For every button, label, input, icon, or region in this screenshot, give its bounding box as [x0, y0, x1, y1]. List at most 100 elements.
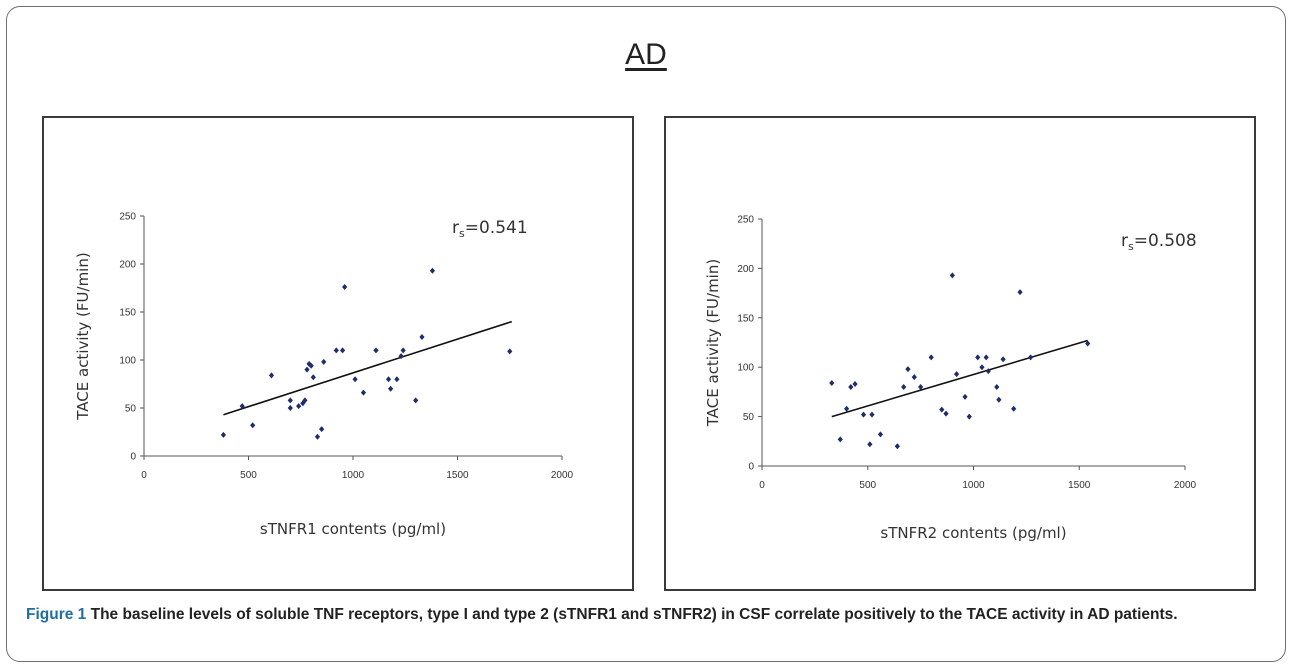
data-point [308, 362, 314, 369]
data-point [413, 397, 419, 404]
data-point [860, 411, 867, 418]
x-axis-label: sTNFR1 contents (pg/ml) [260, 520, 446, 538]
y-tick-label: 50 [743, 412, 755, 423]
data-point [304, 366, 310, 373]
y-tick-label: 100 [737, 363, 754, 374]
data-point [1011, 405, 1017, 412]
data-point [360, 389, 367, 396]
data-point [877, 431, 884, 438]
data-point [302, 397, 308, 404]
data-point [300, 400, 306, 407]
data-point [911, 374, 917, 381]
data-point [388, 385, 394, 392]
data-point [844, 405, 850, 412]
data-point [869, 411, 875, 418]
x-tick-label: 0 [759, 480, 765, 491]
data-point [306, 360, 312, 367]
data-point [296, 403, 302, 410]
data-point [287, 405, 293, 411]
y-axis-label: TACE activity (FU/min) [74, 252, 92, 420]
data-point [333, 347, 339, 354]
data-point [398, 353, 404, 360]
data-point [419, 333, 425, 340]
data-point [319, 426, 325, 433]
data-point [979, 364, 985, 371]
caption-lead: Figure 1 [26, 606, 87, 623]
data-point [385, 376, 392, 383]
y-axis-label: TACE activity (FU/min) [704, 259, 722, 427]
data-point [1028, 354, 1034, 361]
data-point [239, 403, 245, 410]
data-point [1085, 340, 1091, 347]
y-tick-label: 0 [748, 462, 754, 473]
y-tick-label: 250 [119, 212, 136, 223]
data-point [400, 347, 406, 354]
x-tick-label: 0 [141, 470, 147, 481]
y-tick-label: 250 [737, 215, 754, 226]
data-point [837, 436, 843, 443]
data-point [342, 284, 348, 291]
correlation-label: rs=0.541 [452, 218, 528, 240]
y-tick-label: 150 [737, 313, 754, 324]
data-point [894, 443, 900, 450]
x-tick-label: 1000 [342, 470, 365, 481]
data-point [507, 348, 513, 355]
data-point [310, 374, 316, 381]
data-point [928, 354, 934, 361]
data-point [339, 347, 346, 354]
data-point [394, 376, 400, 383]
chart-panel-stnfr2: 0 50 100 150 200 250 0 500 1000 1500 2000 TACE acti… [664, 116, 1256, 591]
data-point [985, 368, 991, 375]
trend-line [223, 320, 513, 416]
data-point [352, 376, 358, 383]
data-point [848, 383, 854, 390]
data-point [1000, 356, 1006, 363]
data-point [962, 393, 968, 400]
data-point [1017, 289, 1023, 296]
data-point [829, 380, 835, 387]
data-point [943, 410, 949, 417]
y-tick-label: 0 [130, 452, 136, 463]
caption-text: The baseline levels of soluble TNF recep… [86, 606, 1178, 623]
data-point [983, 354, 989, 361]
data-point [901, 383, 907, 390]
data-point [953, 371, 960, 378]
data-point [975, 354, 981, 361]
data-point [373, 347, 379, 354]
x-tick-label: 2000 [551, 470, 574, 481]
y-tick-label: 150 [119, 308, 136, 319]
data-point [918, 383, 924, 390]
chart-panel-stnfr1: 0 50 100 150 200 250 0 500 1000 1500 2000 TACE acti… [42, 116, 634, 591]
x-tick-label: 2000 [1174, 480, 1197, 491]
y-tick-label: 100 [119, 356, 136, 367]
figure-frame [6, 6, 1286, 662]
data-point [429, 267, 436, 274]
data-point [250, 422, 256, 429]
data-point [949, 272, 955, 279]
trend-line [831, 339, 1088, 418]
data-point [939, 406, 945, 413]
data-point [905, 366, 911, 373]
y-tick-label: 200 [737, 264, 754, 275]
x-axis-label: sTNFR2 contents (pg/ml) [880, 524, 1066, 542]
correlation-label: rs=0.508 [1121, 231, 1197, 253]
data-point [996, 396, 1002, 403]
data-point [220, 431, 227, 438]
data-point [321, 358, 327, 365]
data-point [268, 372, 275, 379]
x-tick-label: 500 [859, 480, 876, 491]
scatter-chart-stnfr1: 0 50 100 150 200 250 0 500 1000 1500 2000 TACE acti… [74, 212, 574, 539]
data-point [852, 380, 858, 387]
x-tick-label: 1000 [962, 480, 985, 491]
data-point [867, 441, 873, 448]
data-point [966, 413, 972, 420]
scatter-chart-stnfr2: 0 50 100 150 200 250 0 500 1000 1500 2000 TACE acti… [704, 215, 1197, 543]
y-tick-label: 200 [119, 260, 136, 271]
x-tick-label: 1500 [446, 470, 469, 481]
data-point [994, 383, 1000, 390]
data-point [314, 433, 321, 440]
y-tick-label: 50 [125, 404, 137, 415]
figure-caption: Figure 1 The baseline levels of soluble … [26, 604, 1266, 626]
x-tick-label: 1500 [1068, 480, 1091, 491]
figure-title: AD [625, 38, 667, 71]
